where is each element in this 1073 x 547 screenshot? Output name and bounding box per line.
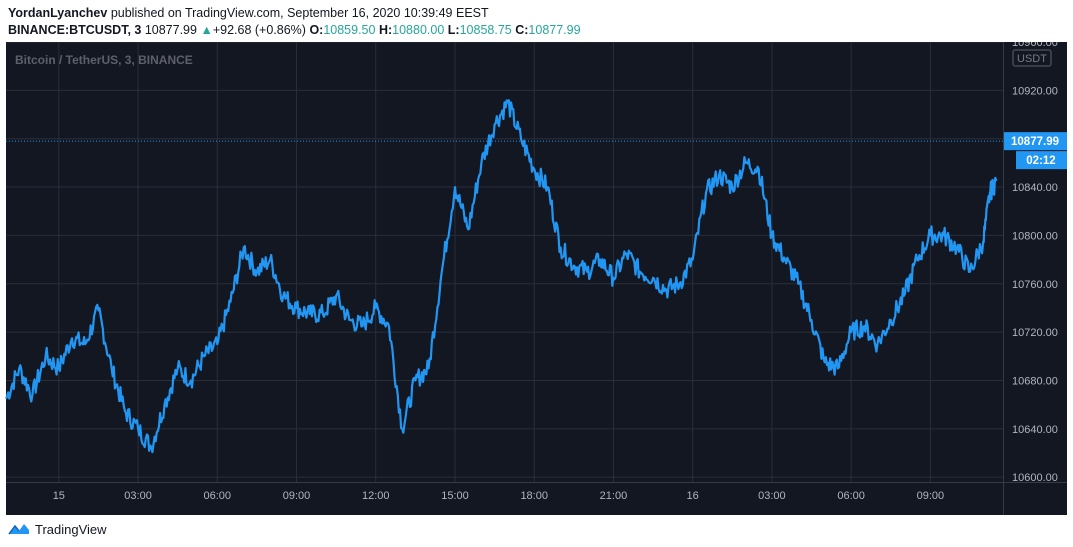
author-name[interactable]: YordanLyanchev — [8, 6, 108, 20]
last-price-badge — [1004, 132, 1067, 151]
last-price-text: 10877.99 — [144, 23, 197, 37]
published-text: published on TradingView.com, September … — [110, 6, 489, 20]
y-tick-label: 10760.00 — [1012, 279, 1058, 291]
currency-box — [1012, 49, 1052, 67]
tradingview-logo-icon[interactable] — [8, 522, 30, 536]
change-arrow-icon: ▲ — [200, 23, 213, 37]
countdown-label: 02:12 — [1026, 155, 1055, 167]
close-label: C: — [515, 23, 529, 37]
close-value: 10877.99 — [528, 23, 581, 37]
x-tick-label: 06:00 — [837, 490, 865, 502]
x-axis: 15 03:00 06:00 09:00 12:00 15:00 18:00 21:00 16 0… — [53, 490, 944, 502]
open-label: O: — [309, 23, 324, 37]
ohlc-line: BINANCE:BTCUSDT, 3 10877.99 ▲+92.68 (+0.… — [8, 22, 1068, 39]
x-tick-label: 09:00 — [917, 490, 945, 502]
y-tick-label: 10640.00 — [1012, 424, 1058, 436]
open-value: 10859.50 — [323, 23, 376, 37]
currency-label: USDT — [1017, 53, 1047, 65]
x-tick-label: 15:00 — [441, 490, 469, 502]
chart-background — [6, 42, 1067, 515]
high-value: 10880.00 — [392, 23, 445, 37]
last-price-label: 10877.99 — [1011, 136, 1059, 148]
y-tick-label: 10680.00 — [1012, 375, 1058, 387]
y-tick-label: 10960.00 — [1012, 42, 1058, 49]
chart-title: Bitcoin / TetherUS, 3, BINANCE — [15, 53, 193, 67]
high-label: H: — [378, 23, 393, 37]
y-tick-label: 10800.00 — [1012, 230, 1058, 242]
change-text: +92.68 (+0.86%) — [212, 23, 306, 37]
low-value: 10858.75 — [459, 23, 512, 37]
last-price-badges: 10877.99 02:12 — [1004, 132, 1067, 170]
x-tick-label: 15 — [53, 490, 65, 502]
footer-brand[interactable]: TradingView — [35, 521, 107, 537]
x-tick-label: 18:00 — [520, 490, 548, 502]
chart-header: YordanLyanchev published on TradingView.… — [8, 5, 1068, 39]
publish-line: YordanLyanchev published on TradingView.… — [8, 5, 1068, 22]
x-tick-label: 21:00 — [600, 490, 628, 502]
y-tick-label: 10600.00 — [1012, 472, 1058, 484]
symbol-label: BINANCE:BTCUSDT, 3 — [8, 23, 142, 37]
grid-lines — [6, 42, 1003, 482]
x-tick-label: 03:00 — [758, 490, 786, 502]
price-chart[interactable]: 15 03:00 06:00 09:00 12:00 15:00 18:00 21:00 16 0… — [0, 42, 1073, 515]
x-tick-label: 09:00 — [283, 490, 311, 502]
countdown-badge — [1016, 151, 1067, 170]
low-label: L: — [447, 23, 460, 37]
y-tick-label: 10840.00 — [1012, 182, 1058, 194]
x-tick-label: 06:00 — [204, 490, 232, 502]
y-tick-label: 10720.00 — [1012, 327, 1058, 339]
x-tick-label: 16 — [687, 490, 699, 502]
x-tick-label: 03:00 — [124, 490, 152, 502]
y-tick-label: 10920.00 — [1012, 85, 1058, 97]
price-line — [5, 99, 998, 454]
x-tick-label: 12:00 — [362, 490, 390, 502]
footer: TradingView — [8, 519, 107, 539]
